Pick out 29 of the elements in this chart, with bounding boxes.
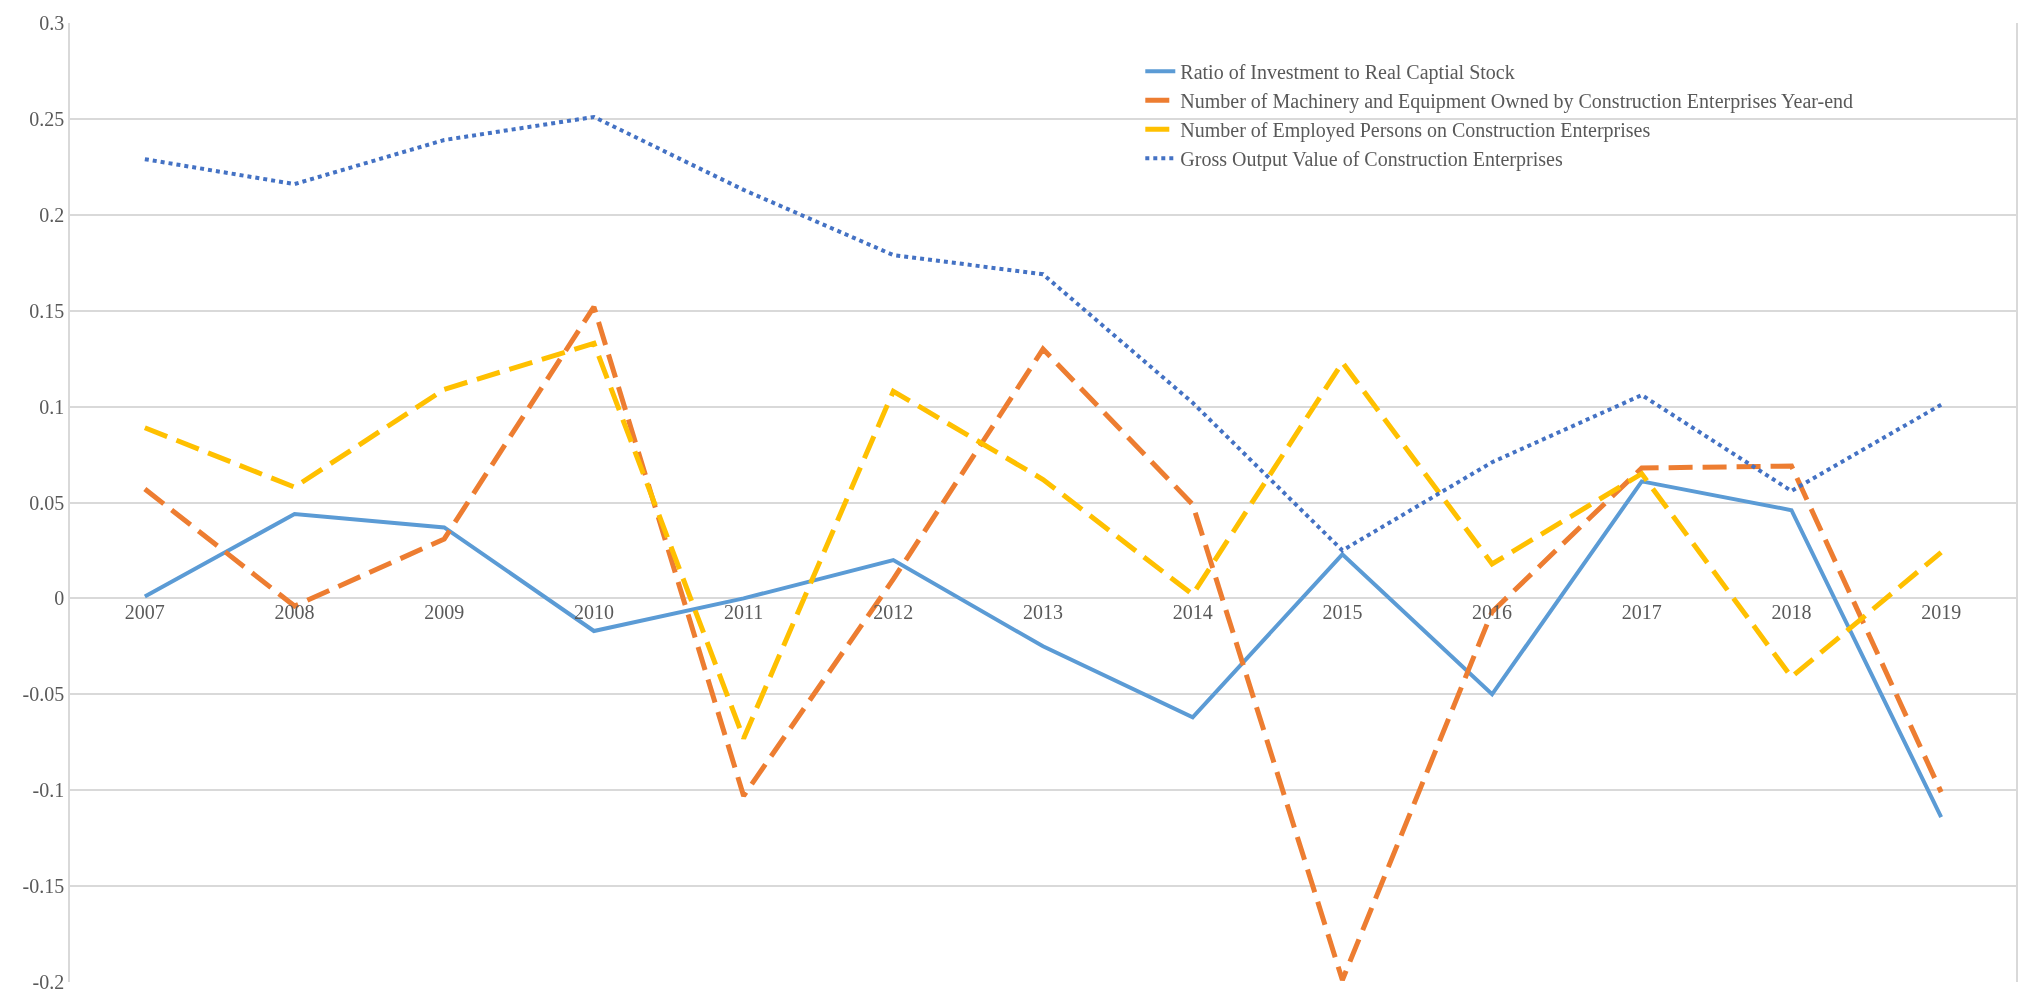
x-tick-label: 2012 [873, 601, 914, 624]
x-tick-label: 2007 [124, 601, 165, 624]
y-tick-label: 0 [54, 587, 65, 610]
y-tick-label: -0.2 [32, 971, 65, 993]
x-tick-label: 2017 [1621, 601, 1662, 624]
x-tick-label: 2011 [723, 601, 764, 624]
x-tick-label: 2010 [573, 601, 614, 624]
x-tick-label: 2008 [274, 601, 315, 624]
legend-label: Ratio of Investment to Real Captial Stock [1180, 61, 1515, 85]
y-tick-label: 0.15 [29, 299, 65, 322]
x-tick-label: 2015 [1322, 601, 1363, 624]
x-tick-label: 2019 [1921, 601, 1962, 624]
x-tick-label: 2013 [1023, 601, 1063, 624]
y-tick-label: -0.05 [22, 683, 65, 706]
x-tick-label: 2009 [424, 601, 465, 624]
y-tick-label: 0.1 [39, 395, 65, 418]
y-tick-label: 0.2 [39, 203, 65, 226]
y-tick-label: -0.1 [32, 779, 65, 802]
y-tick-label: 0.25 [29, 107, 65, 130]
legend-label: Gross Output Value of Construction Enterprises [1180, 148, 1563, 172]
x-tick-label: 2014 [1172, 601, 1213, 624]
y-tick-label: 0.3 [39, 12, 65, 34]
y-tick-label: -0.15 [22, 875, 65, 898]
legend-label: Number of Machinery and Equipment Owned by Construction Enterprises Year-end [1180, 90, 1854, 114]
line-series [142, 114, 1944, 553]
x-tick-label: 2018 [1771, 601, 1812, 624]
x-tick-label: 2016 [1472, 601, 1513, 624]
y-tick-label: 0.05 [29, 491, 65, 514]
legend-label: Number of Employed Persons on Construction Enterprises [1180, 119, 1651, 143]
